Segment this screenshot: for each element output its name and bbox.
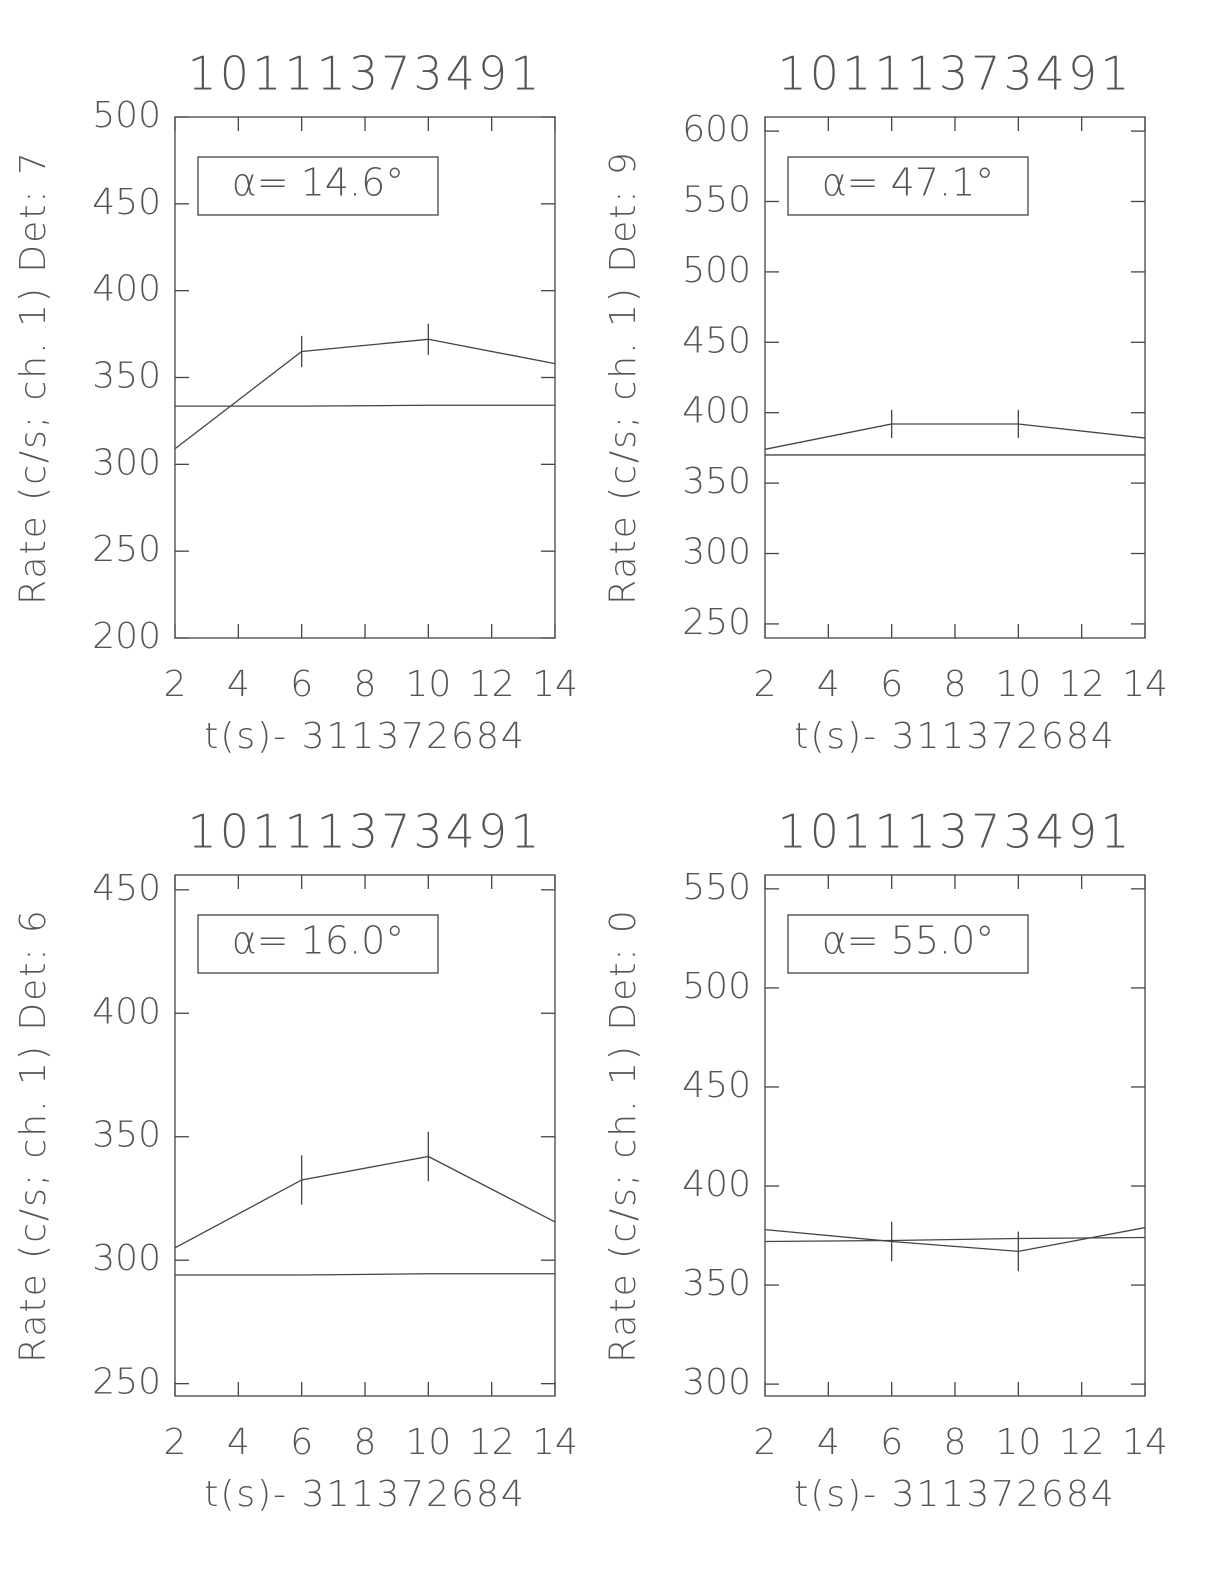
x-tick-label: 8 <box>354 1422 377 1463</box>
y-tick-label: 400 <box>682 1164 751 1205</box>
x-axis-label: t(s)- 311372684 <box>794 716 1116 757</box>
x-tick-label: 10 <box>405 1422 451 1463</box>
x-tick-label: 8 <box>944 1422 967 1463</box>
y-tick-label: 250 <box>682 602 751 643</box>
chart-title: 10111373491 <box>778 47 1133 101</box>
x-tick-label: 4 <box>227 1422 250 1463</box>
x-tick-label: 12 <box>469 664 515 705</box>
y-tick-label: 500 <box>682 966 751 1007</box>
y-tick-label: 500 <box>682 250 751 291</box>
x-tick-label: 14 <box>1122 664 1168 705</box>
series-line <box>175 1273 555 1276</box>
chart-title: 10111373491 <box>188 805 543 859</box>
annotation: α= 14.6° <box>232 161 405 205</box>
x-tick-label: 4 <box>817 1422 840 1463</box>
y-tick-label: 350 <box>682 461 751 502</box>
annotation-box <box>787 156 1029 216</box>
x-tick-label: 14 <box>532 1422 578 1463</box>
y-tick-label: 350 <box>682 1263 751 1304</box>
x-tick-label: 6 <box>290 1422 313 1463</box>
x-tick-label: 2 <box>754 1422 777 1463</box>
y-tick-label: 250 <box>92 1362 161 1403</box>
x-tick-label: 6 <box>880 1422 903 1463</box>
x-tick-label: 10 <box>995 1422 1041 1463</box>
chart-title: 10111373491 <box>188 47 543 101</box>
y-tick-label: 250 <box>92 529 161 570</box>
chart-title: 10111373491 <box>778 805 1133 859</box>
x-axis-label: t(s)- 311372684 <box>204 716 526 757</box>
x-tick-label: 12 <box>1059 1422 1105 1463</box>
annotation: α= 55.0° <box>822 919 995 963</box>
y-axis-label: Rate (c/s; ch. 1) Det: 7 <box>13 150 54 605</box>
y-tick-label: 550 <box>682 179 751 220</box>
x-tick-label: 14 <box>532 664 578 705</box>
y-axis-label: Rate (c/s; ch. 1) Det: 6 <box>13 908 54 1363</box>
y-tick-label: 400 <box>682 391 751 432</box>
y-tick-label: 300 <box>92 1238 161 1279</box>
x-tick-label: 10 <box>405 664 451 705</box>
x-tick-label: 12 <box>1059 664 1105 705</box>
series-line <box>174 338 556 450</box>
x-tick-label: 6 <box>290 664 313 705</box>
y-tick-label: 300 <box>682 1362 751 1403</box>
y-tick-label: 450 <box>92 868 161 909</box>
x-axis-label: t(s)- 311372684 <box>204 1474 526 1515</box>
x-tick-label: 14 <box>1122 1422 1168 1463</box>
y-tick-label: 200 <box>92 616 161 657</box>
y-axis-label: Rate (c/s; ch. 1) Det: 9 <box>603 150 644 605</box>
annotation-box <box>197 156 439 216</box>
y-tick-label: 400 <box>92 269 161 310</box>
y-tick-label: 350 <box>92 356 161 397</box>
y-tick-label: 600 <box>682 109 751 150</box>
y-tick-label: 550 <box>682 867 751 908</box>
x-tick-label: 8 <box>944 664 967 705</box>
series-line <box>764 423 1146 450</box>
x-tick-label: 6 <box>880 664 903 705</box>
y-tick-label: 450 <box>682 1065 751 1106</box>
x-tick-label: 4 <box>817 664 840 705</box>
y-tick-label: 300 <box>92 442 161 483</box>
y-tick-label: 450 <box>682 320 751 361</box>
series-line <box>764 1236 1146 1243</box>
x-tick-label: 2 <box>754 664 777 705</box>
y-tick-label: 300 <box>682 532 751 573</box>
annotation-box <box>787 914 1029 974</box>
x-tick-label: 4 <box>227 664 250 705</box>
series-line <box>174 1155 556 1249</box>
y-tick-label: 450 <box>92 182 161 223</box>
x-tick-label: 10 <box>995 664 1041 705</box>
annotation: α= 16.0° <box>232 919 405 963</box>
series-line <box>175 404 555 407</box>
x-tick-label: 2 <box>164 664 187 705</box>
y-tick-label: 500 <box>92 95 161 136</box>
y-tick-label: 400 <box>92 991 161 1032</box>
y-axis-label: Rate (c/s; ch. 1) Det: 0 <box>603 908 644 1363</box>
x-axis-label: t(s)- 311372684 <box>794 1474 1116 1515</box>
x-tick-label: 12 <box>469 1422 515 1463</box>
x-tick-label: 8 <box>354 664 377 705</box>
annotation: α= 47.1° <box>822 161 995 205</box>
series-line <box>764 1226 1146 1253</box>
y-tick-label: 350 <box>92 1115 161 1156</box>
annotation-box <box>197 914 439 974</box>
x-tick-label: 2 <box>164 1422 187 1463</box>
